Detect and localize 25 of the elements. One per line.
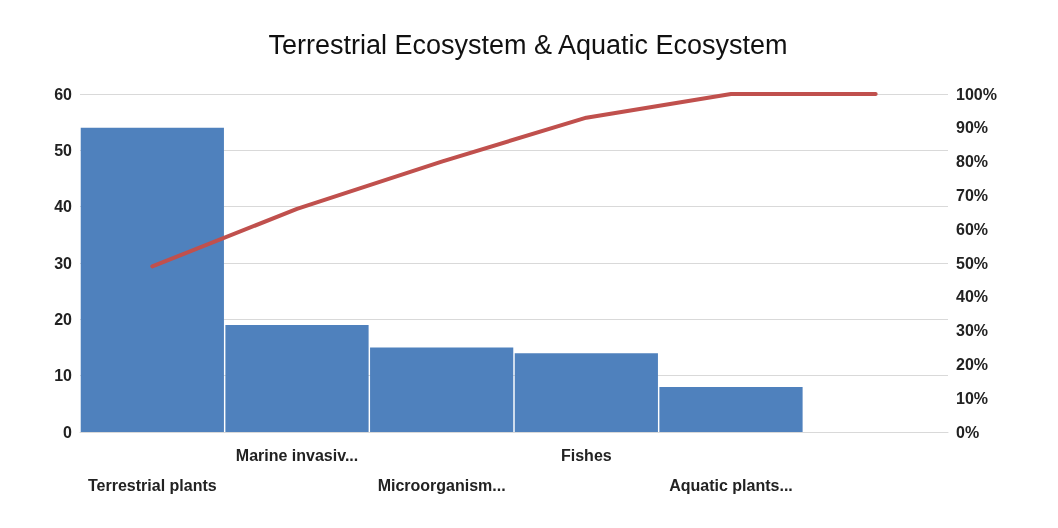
- line-series: [150, 92, 878, 269]
- x-tick-label: Microorganism...: [377, 476, 506, 494]
- y2-tick-label: 70%: [956, 186, 989, 204]
- y2-tick-label: 80%: [956, 153, 989, 171]
- y2-tick-label: 100%: [956, 85, 997, 103]
- y2-tick-label: 50%: [956, 254, 989, 272]
- x-tick-label: Fishes: [560, 446, 612, 464]
- y2-tick-label: 40%: [956, 288, 989, 306]
- y-tick-label: 20: [54, 310, 73, 328]
- y-tick-label: 60: [54, 85, 73, 103]
- y2-tick-label: 30%: [956, 322, 989, 340]
- y2-tick-label: 20%: [956, 355, 989, 373]
- y2-tick-label: 90%: [956, 119, 989, 137]
- y2-tick-label: 60%: [956, 220, 989, 238]
- y-tick-label: 10: [54, 367, 73, 385]
- y2-tick-label: 0%: [956, 423, 980, 441]
- y-tick-label: 30: [54, 254, 73, 272]
- y-tick-label: 50: [54, 141, 73, 159]
- x-tick-label: Marine invasiv...: [235, 446, 359, 464]
- x-tick-label: Aquatic plants...: [669, 476, 793, 494]
- chart-title: Terrestrial Ecosystem & Aquatic Ecosystem: [268, 29, 788, 60]
- y-tick-label: 40: [54, 198, 73, 216]
- x-tick-label: Terrestrial plants: [88, 476, 217, 494]
- y2-tick-label: 10%: [956, 389, 989, 407]
- y-tick-label: 0: [63, 423, 73, 441]
